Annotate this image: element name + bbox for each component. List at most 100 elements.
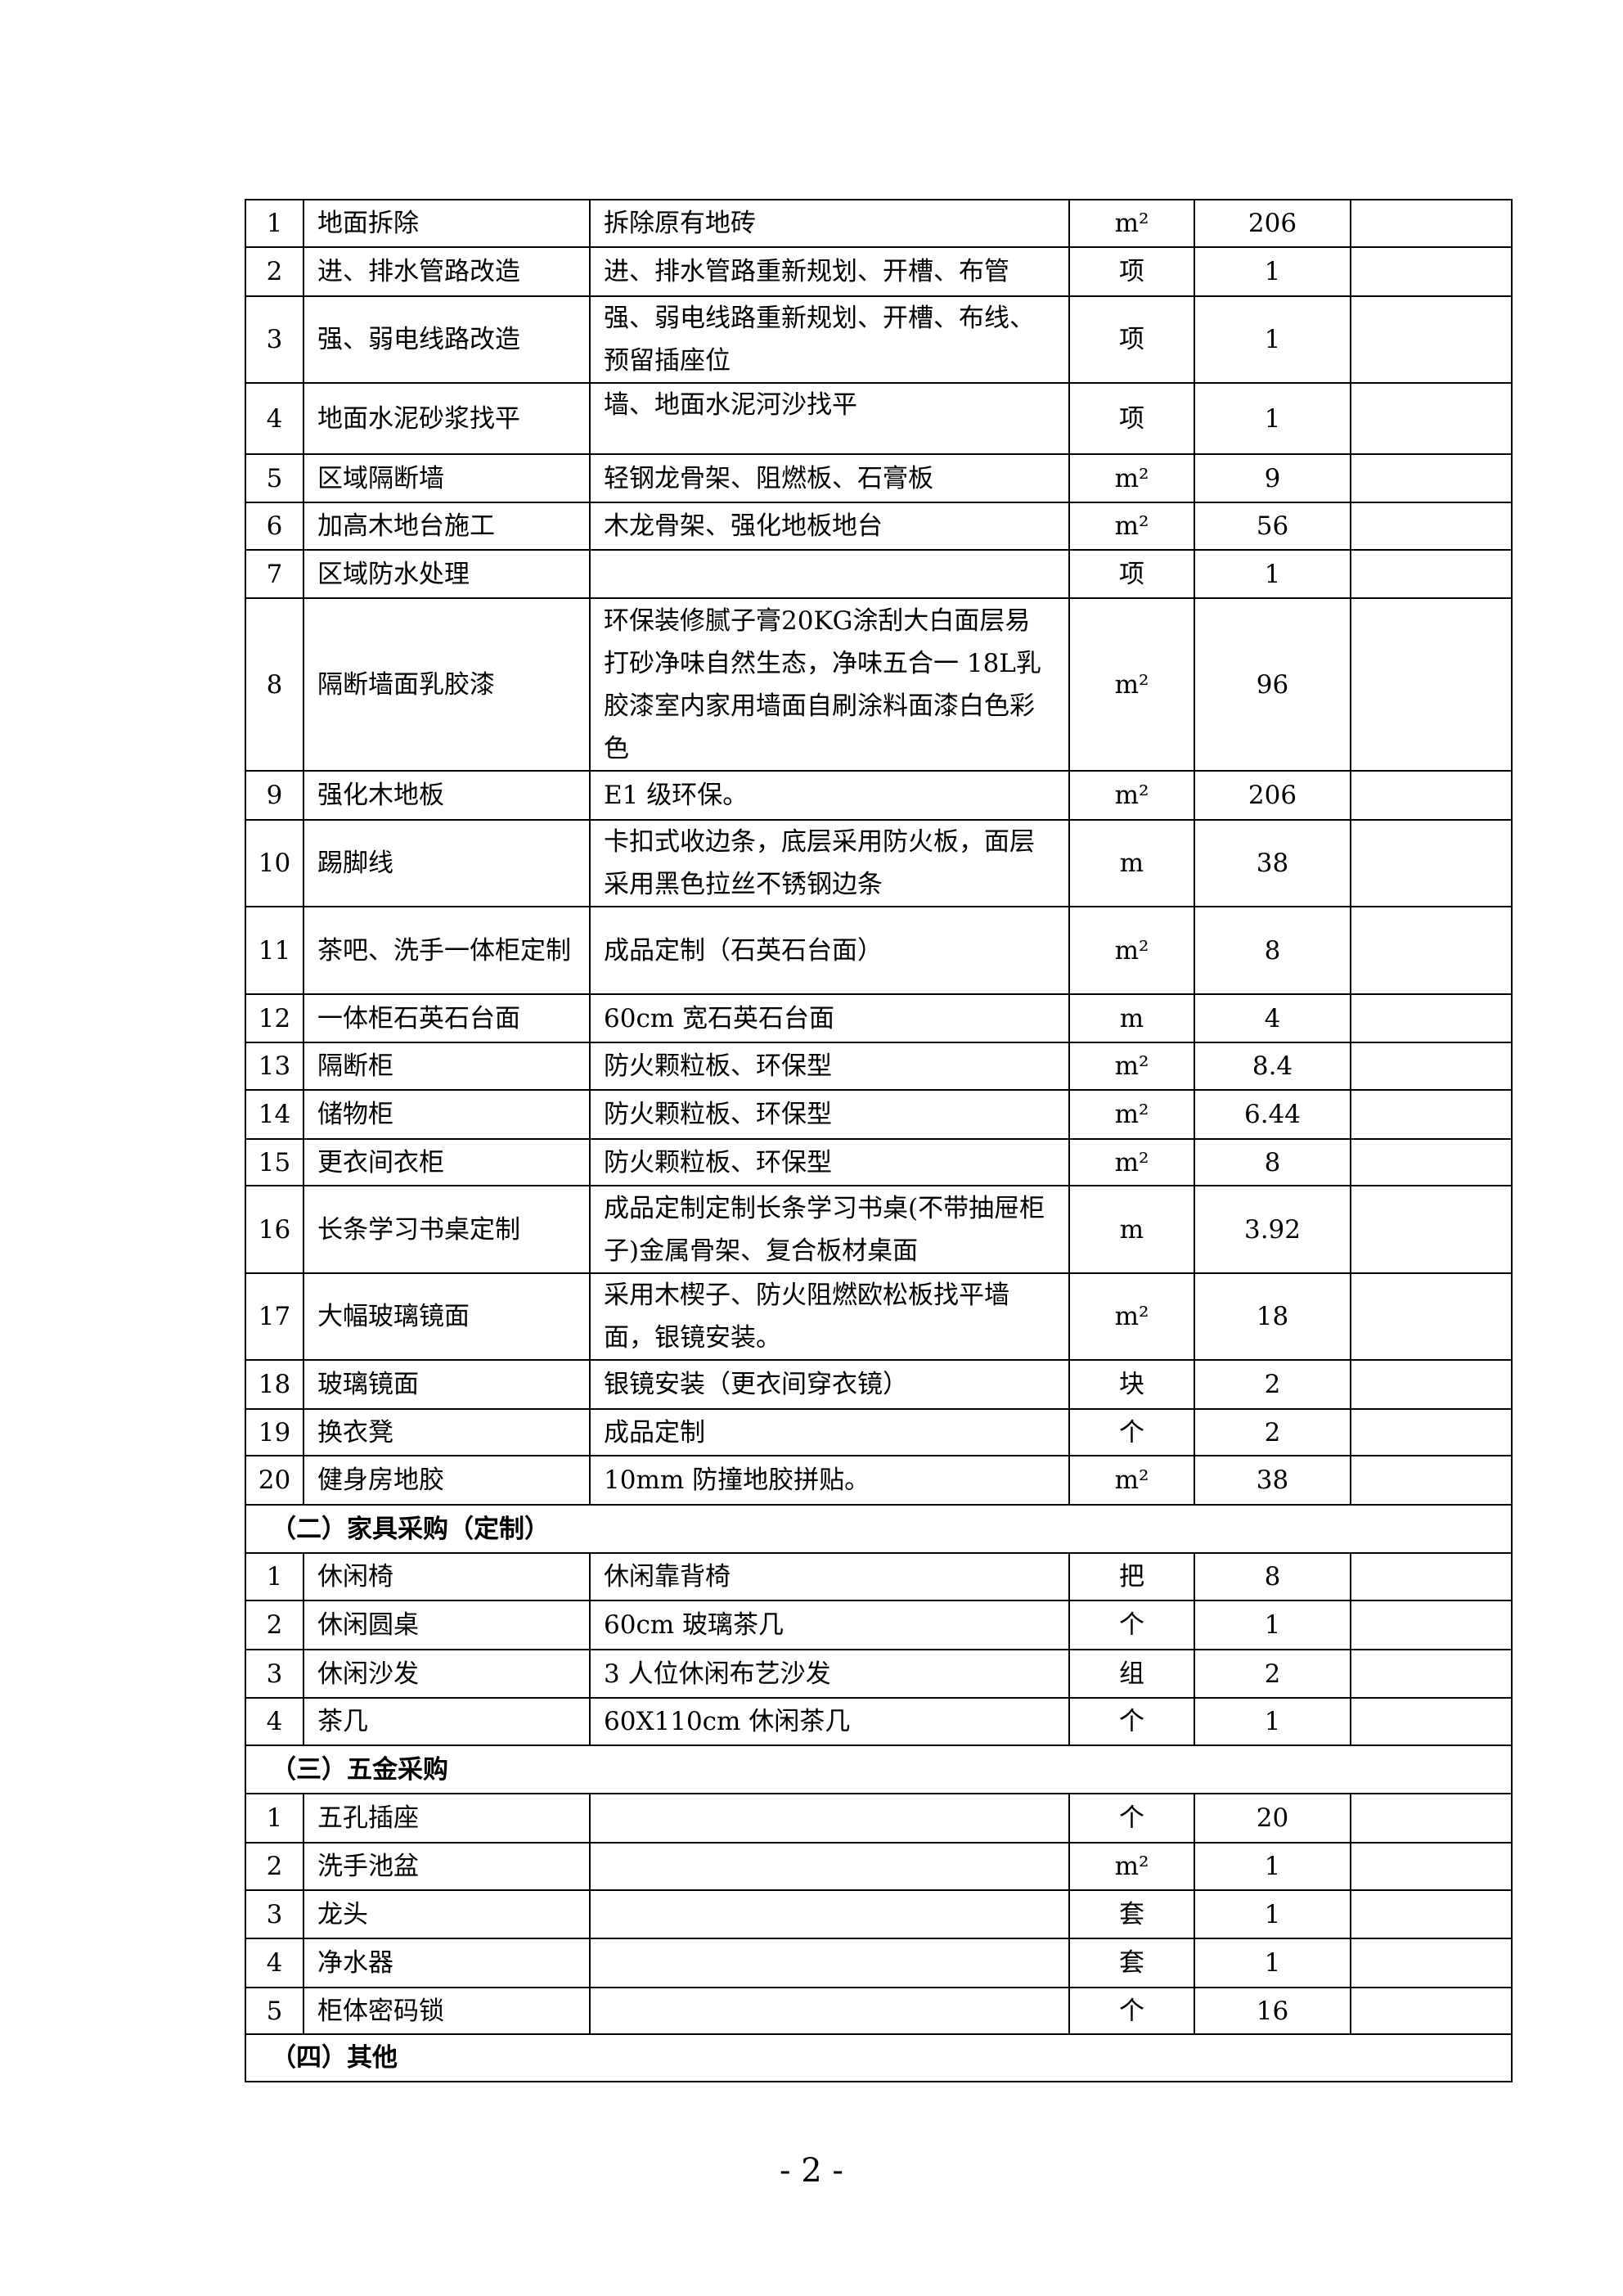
item-name: 换衣凳 <box>303 1408 591 1456</box>
table-row: 5 柜体密码锁 个 16 <box>245 1987 1513 2035</box>
item-number: 20 <box>245 1455 304 1506</box>
item-number: 4 <box>245 1697 304 1746</box>
item-name: 大幅玻璃镜面 <box>303 1272 591 1361</box>
table-row: 18 玻璃镜面 银镜安装（更衣间穿衣镜）块 2 <box>245 1359 1513 1410</box>
table-row: 2 进、排水管路改造 进、排水管路重新规划、开槽、布管项 1 <box>245 246 1513 297</box>
item-description <box>589 1793 1070 1844</box>
item-quantity: 2 <box>1194 1649 1351 1699</box>
item-description: 进、排水管路重新规划、开槽、布管 <box>589 246 1070 297</box>
item-quantity: 1 <box>1194 549 1351 599</box>
item-quantity: 20 <box>1194 1793 1351 1844</box>
item-quantity: 1 <box>1194 1889 1351 1939</box>
item-name: 洗手池盆 <box>303 1842 591 1891</box>
item-unit: 组 <box>1068 1649 1195 1699</box>
item-name: 更衣间衣柜 <box>303 1138 591 1186</box>
item-number: 1 <box>245 199 304 248</box>
item-description: 墙、地面水泥河沙找平 <box>589 382 1070 455</box>
table-row: 3 龙头 套 1 <box>245 1889 1513 1939</box>
item-number: 3 <box>245 1889 304 1939</box>
item-number: 8 <box>245 597 304 772</box>
item-quantity: 4 <box>1194 993 1351 1043</box>
table-row: 3 强、弱电线路改造 强、弱电线路重新规划、开槽、布线、预留插座位项 1 <box>245 295 1513 384</box>
item-quantity: 16 <box>1194 1987 1351 2035</box>
item-remark <box>1350 993 1513 1043</box>
item-unit: m² <box>1068 1042 1195 1091</box>
item-name: 休闲椅 <box>303 1552 591 1601</box>
item-number: 5 <box>245 1987 304 2035</box>
item-unit: m² <box>1068 1842 1195 1891</box>
item-name: 净水器 <box>303 1938 591 1988</box>
item-remark <box>1350 1185 1513 1274</box>
table-row: 4 地面水泥砂浆找平 墙、地面水泥河沙找平项 1 <box>245 382 1513 455</box>
item-description: 10mm 防撞地胶拼贴。 <box>589 1455 1070 1506</box>
section-row: （四）其他 <box>245 2033 1513 2082</box>
item-name: 五孔插座 <box>303 1793 591 1844</box>
item-description: 轻钢龙骨架、阻燃板、石膏板 <box>589 453 1070 503</box>
item-remark <box>1350 1697 1513 1746</box>
item-remark <box>1350 295 1513 384</box>
item-quantity: 1 <box>1194 295 1351 384</box>
item-remark <box>1350 770 1513 821</box>
item-description: 3 人位休闲布艺沙发 <box>589 1649 1070 1699</box>
item-unit: m² <box>1068 770 1195 821</box>
item-unit: m² <box>1068 1138 1195 1186</box>
section-title: （二）家具采购（定制） <box>245 1504 1513 1554</box>
table-row: 10 踢脚线 卡扣式收边条，底层采用防火板，面层采用黑色拉丝不锈钢边条 m 38 <box>245 819 1513 907</box>
item-number: 16 <box>245 1185 304 1274</box>
item-remark <box>1350 1938 1513 1988</box>
item-unit: m² <box>1068 597 1195 772</box>
table-row: 9 强化木地板 E1 级环保。 m² 206 <box>245 770 1513 821</box>
item-remark <box>1350 549 1513 599</box>
section-title: （四）其他 <box>245 2033 1513 2082</box>
item-quantity: 1 <box>1194 1842 1351 1891</box>
item-number: 1 <box>245 1793 304 1844</box>
item-unit: 个 <box>1068 1793 1195 1844</box>
item-remark <box>1350 1089 1513 1140</box>
item-description: 成品定制定制长条学习书桌(不带抽屉柜子)金属骨架、复合板材桌面 <box>589 1185 1070 1274</box>
table-row: 19 换衣凳 成品定制个 2 <box>245 1408 1513 1456</box>
item-unit: m² <box>1068 906 1195 995</box>
item-remark <box>1350 1138 1513 1186</box>
item-unit: 个 <box>1068 1408 1195 1456</box>
section-title: （三）五金采购 <box>245 1745 1513 1794</box>
item-description <box>589 1889 1070 1939</box>
table-row: 15 更衣间衣柜 防火颗粒板、环保型 m² 8 <box>245 1138 1513 1186</box>
item-unit: 个 <box>1068 1600 1195 1650</box>
item-name: 长条学习书桌定制 <box>303 1185 591 1274</box>
table-row: 8 隔断墙面乳胶漆 环保装修腻子膏20KG涂刮大白面层易打砂净味自然生态，净味五合一… <box>245 597 1513 772</box>
table-row: 11 茶吧、洗手一体柜定制 成品定制（石英石台面） m² 8 <box>245 906 1513 995</box>
item-remark <box>1350 1272 1513 1361</box>
item-quantity: 2 <box>1194 1408 1351 1456</box>
item-unit: m² <box>1068 1455 1195 1506</box>
item-description: 强、弱电线路重新规划、开槽、布线、预留插座位 <box>589 295 1070 384</box>
item-number: 3 <box>245 295 304 384</box>
item-number: 7 <box>245 549 304 599</box>
item-name: 强化木地板 <box>303 770 591 821</box>
item-quantity: 206 <box>1194 770 1351 821</box>
item-number: 12 <box>245 993 304 1043</box>
item-name: 休闲沙发 <box>303 1649 591 1699</box>
item-quantity: 1 <box>1194 1938 1351 1988</box>
table-row: 6 加高木地台施工 木龙骨架、强化地板地台 m² 56 <box>245 502 1513 551</box>
item-number: 17 <box>245 1272 304 1361</box>
item-remark <box>1350 1359 1513 1410</box>
item-remark <box>1350 382 1513 455</box>
item-name: 区域防水处理 <box>303 549 591 599</box>
item-unit: 项 <box>1068 295 1195 384</box>
item-quantity: 18 <box>1194 1272 1351 1361</box>
item-number: 4 <box>245 1938 304 1988</box>
item-description: 60X110cm 休闲茶几 <box>589 1697 1070 1746</box>
table-row: 5 区域隔断墙 轻钢龙骨架、阻燃板、石膏板 m² 9 <box>245 453 1513 503</box>
item-number: 2 <box>245 1842 304 1891</box>
table-row: 12 一体柜石英石台面 60cm 宽石英石台面 m 4 <box>245 993 1513 1043</box>
table-row: 2 休闲圆桌 60cm 玻璃茶几个 1 <box>245 1600 1513 1650</box>
item-remark <box>1350 453 1513 503</box>
item-quantity: 8 <box>1194 906 1351 995</box>
item-unit: m² <box>1068 199 1195 248</box>
item-unit: 个 <box>1068 1987 1195 2035</box>
item-number: 19 <box>245 1408 304 1456</box>
table-row: 7 区域防水处理 项 1 <box>245 549 1513 599</box>
item-remark <box>1350 1042 1513 1091</box>
quotation-table: 1 地面拆除 拆除原有地砖 m² 206 2 进、排水管路改造 进、排水管路重新规划、开槽、布… <box>245 199 1513 2082</box>
item-description: 拆除原有地砖 <box>589 199 1070 248</box>
